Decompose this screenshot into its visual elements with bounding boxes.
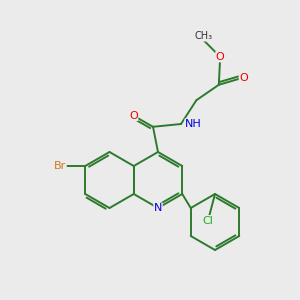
Text: O: O [129,111,138,121]
Text: Cl: Cl [202,216,213,226]
Text: O: O [216,52,225,62]
Text: Br: Br [54,161,66,171]
Text: CH₃: CH₃ [194,31,212,41]
Text: NH: NH [185,119,202,129]
Text: O: O [239,73,248,83]
Text: N: N [154,203,162,213]
